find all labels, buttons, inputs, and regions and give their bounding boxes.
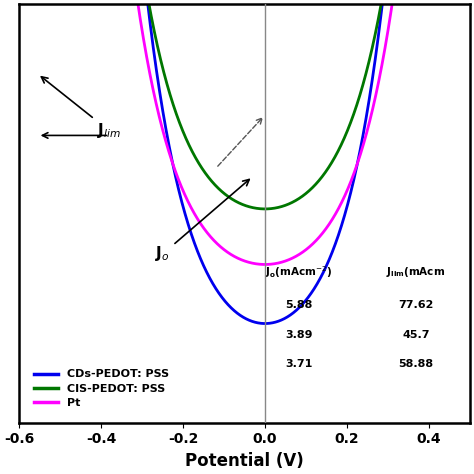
Text: 3.71: 3.71: [285, 359, 312, 369]
Pt: [310, 241, 315, 247]
Text: 77.62: 77.62: [398, 301, 433, 310]
CIS-PEDOT: PSS: (0.221, -13.5): PSS: (0.221, -13.5): [353, 106, 358, 111]
CIS-PEDOT: PSS: (-0.18, -23.5): PSS: (-0.18, -23.5): [189, 147, 194, 153]
Line: Pt: Pt: [19, 0, 470, 264]
CDs-PEDOT: PSS: (0.116, -58): PSS: (0.116, -58): [310, 289, 315, 294]
Text: 58.88: 58.88: [398, 359, 433, 369]
Pt: [189, 205, 194, 211]
CDs-PEDOT: PSS: (-0.18, -44.1): PSS: (-0.18, -44.1): [189, 232, 194, 237]
CIS-PEDOT: PSS: (0.0599, -36.6): PSS: (0.0599, -36.6): [287, 201, 292, 207]
CDs-PEDOT: PSS: (0.0599, -63.9): PSS: (0.0599, -63.9): [287, 313, 292, 319]
CIS-PEDOT: PSS: (6e-05, -37.9): PSS: (6e-05, -37.9): [262, 206, 268, 212]
CDs-PEDOT: PSS: (0.221, -28.9): PSS: (0.221, -28.9): [353, 169, 358, 175]
Text: $\mathbf{J_{lim}}$(mAcm: $\mathbf{J_{lim}}$(mAcm: [386, 265, 446, 279]
X-axis label: Potential (V): Potential (V): [185, 452, 304, 470]
Legend: CDs-PEDOT: PSS, CIS-PEDOT: PSS, Pt: CDs-PEDOT: PSS, CIS-PEDOT: PSS, Pt: [29, 365, 173, 413]
Pt: [287, 256, 292, 262]
Line: CIS-PEDOT: PSS: CIS-PEDOT: PSS: [19, 0, 470, 209]
Pt: [353, 166, 358, 172]
Pt: [262, 262, 268, 267]
Text: J$_o$: J$_o$: [155, 180, 249, 264]
Line: CDs-PEDOT: PSS: CDs-PEDOT: PSS: [19, 0, 470, 324]
Text: 45.7: 45.7: [402, 330, 429, 340]
Text: $\mathbf{J_o}$(mAcm$^{-2}$): $\mathbf{J_o}$(mAcm$^{-2}$): [265, 264, 332, 280]
Pt: [387, 17, 392, 22]
CIS-PEDOT: PSS: (0.116, -32.7): PSS: (0.116, -32.7): [310, 185, 315, 191]
CDs-PEDOT: PSS: (6e-05, -65.9): PSS: (6e-05, -65.9): [262, 321, 268, 327]
Text: J$_{lim}$: J$_{lim}$: [41, 77, 121, 140]
Text: 5.88: 5.88: [285, 301, 312, 310]
Text: 3.89: 3.89: [285, 330, 312, 340]
